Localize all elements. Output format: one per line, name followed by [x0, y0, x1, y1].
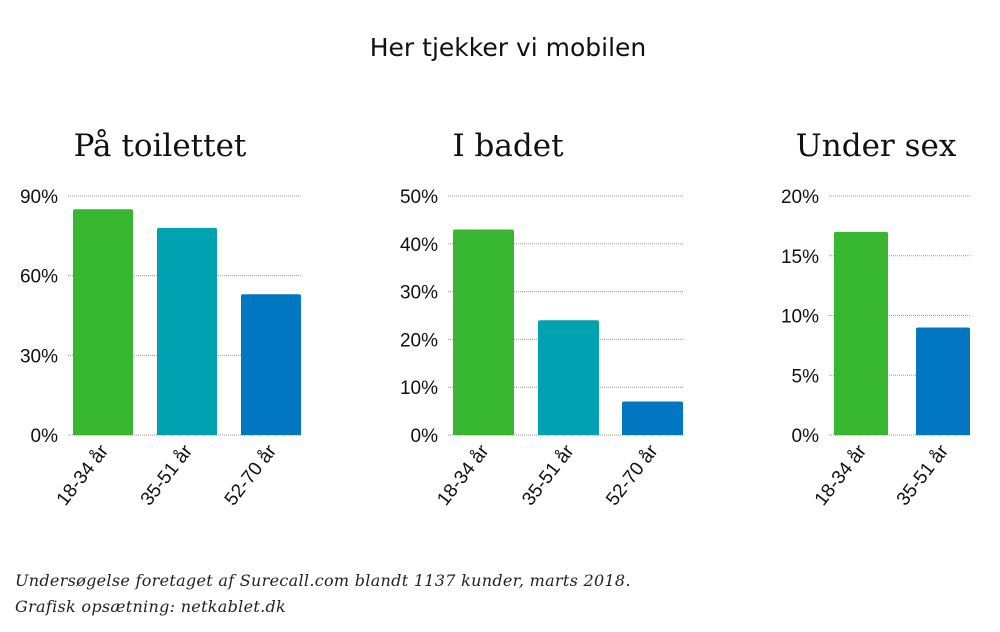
panel-title-bath: I badet [452, 128, 564, 164]
panel-title-toilet: På toilettet [74, 128, 247, 164]
chart-panel-toilet: På toilettet 0% 30% 60% 90% 18-34 år 35-51 år 5… [20, 128, 302, 510]
bar-sex-2 [916, 327, 970, 435]
x-category-label: 18-34 år [53, 441, 114, 510]
y-tick-label: 0% [31, 426, 59, 447]
y-tick-label: 90% [20, 187, 58, 208]
y-tick-label: 20% [781, 187, 819, 208]
x-category-label: 18-34 år [811, 441, 872, 510]
y-tick-label: 20% [400, 330, 438, 351]
y-tick-label: 10% [400, 378, 438, 399]
x-category-label: 35-51 år [137, 441, 198, 510]
x-category-label: 35-51 år [893, 441, 954, 510]
bar-bath-2 [538, 320, 599, 435]
y-tick-label: 5% [792, 366, 820, 387]
y-tick-label: 0% [411, 426, 439, 447]
bar-sex-1 [834, 231, 888, 435]
panel-title-sex: Under sex [796, 128, 957, 164]
x-category-label: 18-34 år [433, 441, 494, 510]
y-tick-label: 60% [20, 267, 58, 288]
bar-toilet-2 [157, 227, 217, 435]
x-category-label: 35-51 år [518, 441, 579, 510]
y-tick-label: 30% [400, 283, 438, 304]
chart-panel-sex: Under sex 0% 5% 10% 15% 20% 18-34 år 35-51 år [781, 128, 970, 510]
chart-panel-bath: I badet 0% 10% 20% 30% 40% 50% 18-34 år 35-51 år… [400, 128, 683, 510]
bar-toilet-3 [241, 294, 301, 435]
y-tick-label: 0% [792, 426, 820, 447]
x-category-label: 52-70 år [602, 441, 663, 510]
y-tick-label: 15% [781, 247, 819, 268]
y-tick-label: 40% [400, 235, 438, 256]
y-tick-label: 50% [400, 187, 438, 208]
y-tick-label: 10% [781, 307, 819, 328]
x-category-label: 52-70 år [221, 441, 282, 510]
footnote-credit: Grafisk opsætning: netkablet.dk [15, 597, 287, 616]
bar-toilet-1 [73, 209, 133, 435]
bar-bath-3 [622, 401, 683, 435]
main-title: Her tjekker vi mobilen [370, 33, 647, 62]
footnote-source: Undersøgelse foretaget af Surecall.com b… [15, 571, 631, 590]
bar-bath-1 [453, 229, 514, 435]
y-tick-label: 30% [20, 346, 58, 367]
